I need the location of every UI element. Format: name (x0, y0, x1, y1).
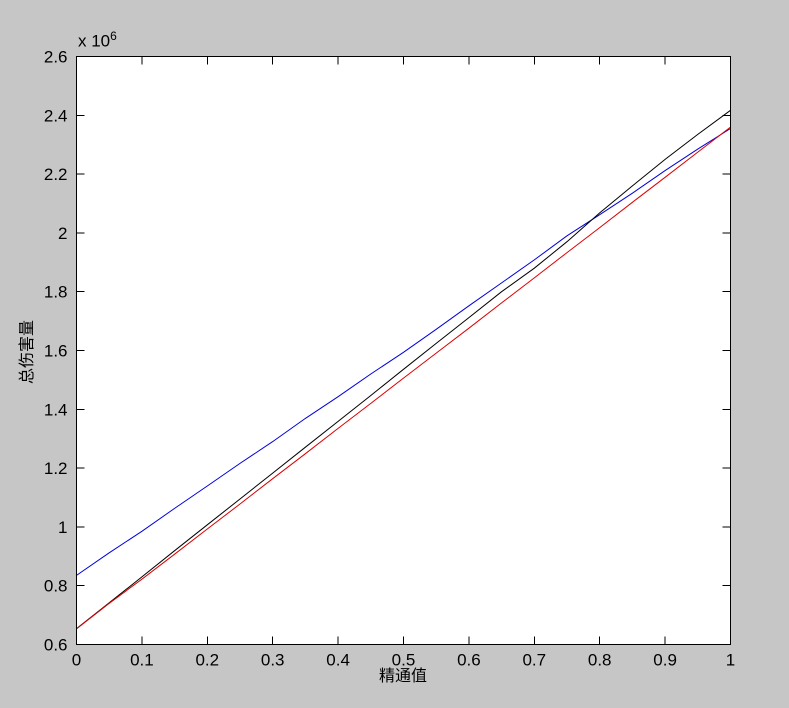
x-axis-tick-label: 0.6 (457, 651, 481, 670)
x-axis-tick-label: 0.8 (588, 651, 612, 670)
y-axis-tick-label: 2.4 (44, 106, 68, 125)
y-axis-tick-label: 1 (58, 518, 67, 537)
y-axis-tick-label: 1.4 (44, 400, 68, 419)
y-axis-tick-label: 0.6 (44, 636, 68, 655)
x-axis-label: 精通值 (378, 668, 427, 685)
x-axis-tick-label: 0.5 (392, 651, 416, 670)
x-axis-tick-label: 0.9 (653, 651, 677, 670)
y-axis-tick-label: 1.2 (44, 459, 68, 478)
x-axis-tick-label: 0 (72, 651, 81, 670)
y-axis-tick-label: 2 (58, 224, 67, 243)
y-axis-exponent-base: x 10 (78, 31, 111, 51)
series-blue-line (76, 128, 731, 576)
series-red-line (76, 126, 731, 630)
x-axis-tick-label: 0.2 (195, 651, 219, 670)
series-black-line (76, 109, 731, 629)
plot-area (76, 56, 731, 645)
y-axis-tick-label: 0.8 (44, 577, 68, 596)
axes-box (76, 56, 731, 645)
y-axis-exponent: x 106 (78, 30, 117, 50)
x-axis-tick-label: 0.7 (522, 651, 546, 670)
y-axis-tick-label: 2.2 (44, 165, 68, 184)
x-axis-tick-label: 1 (726, 651, 735, 670)
x-axis-tick-label: 0.4 (326, 651, 350, 670)
y-axis-label: 总伤害量 (19, 319, 36, 385)
y-axis-tick-label: 1.6 (44, 342, 68, 361)
x-axis-tick-label: 0.3 (261, 651, 285, 670)
y-axis-tick-label: 2.6 (44, 48, 68, 67)
y-axis-exponent-power: 6 (110, 29, 117, 43)
x-axis-tick-label: 0.1 (130, 651, 154, 670)
y-axis-tick-label: 1.8 (44, 283, 68, 302)
